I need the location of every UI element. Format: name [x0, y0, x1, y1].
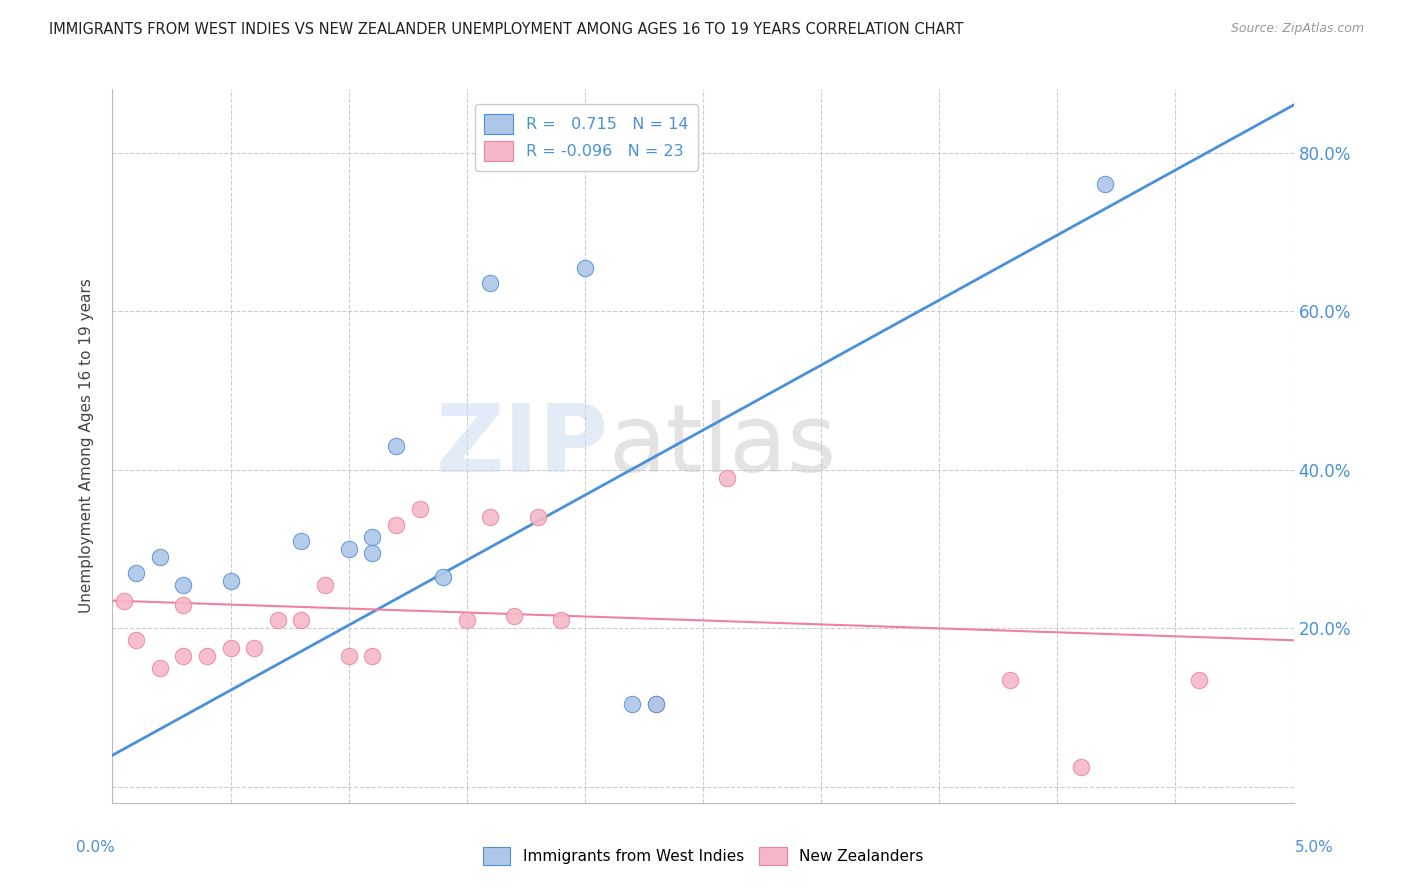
Point: [644, 697, 666, 711]
Point: [125, 633, 148, 648]
Point: [337, 649, 360, 664]
Point: [1188, 673, 1211, 687]
Point: [550, 614, 572, 628]
Point: [479, 510, 502, 524]
Point: [716, 471, 738, 485]
Point: [290, 614, 312, 628]
Point: [998, 673, 1021, 687]
Point: [1070, 760, 1092, 774]
Point: [219, 641, 242, 656]
Point: [112, 593, 135, 607]
Point: [172, 578, 194, 592]
Point: [314, 578, 336, 592]
Point: [408, 502, 430, 516]
Point: [644, 697, 666, 711]
Point: [361, 546, 384, 560]
Point: [219, 574, 242, 588]
Point: [432, 570, 454, 584]
Y-axis label: Unemployment Among Ages 16 to 19 years: Unemployment Among Ages 16 to 19 years: [79, 278, 94, 614]
Legend: Immigrants from West Indies, New Zealanders: Immigrants from West Indies, New Zealand…: [477, 841, 929, 871]
Text: atlas: atlas: [609, 400, 837, 492]
Point: [385, 518, 408, 533]
Point: [149, 549, 172, 564]
Point: [149, 661, 172, 675]
Point: [195, 649, 218, 664]
Point: [243, 641, 266, 656]
Point: [172, 649, 194, 664]
Point: [479, 277, 502, 291]
Point: [526, 510, 548, 524]
Point: [1094, 178, 1116, 192]
Point: [337, 542, 360, 557]
Legend: R =   0.715   N = 14, R = -0.096   N = 23: R = 0.715 N = 14, R = -0.096 N = 23: [475, 104, 697, 171]
Point: [621, 697, 644, 711]
Point: [361, 649, 384, 664]
Point: [172, 598, 194, 612]
Text: 5.0%: 5.0%: [1295, 840, 1334, 855]
Text: Source: ZipAtlas.com: Source: ZipAtlas.com: [1230, 22, 1364, 36]
Point: [125, 566, 148, 580]
Point: [290, 534, 312, 549]
Text: ZIP: ZIP: [436, 400, 609, 492]
Point: [574, 260, 596, 275]
Text: IMMIGRANTS FROM WEST INDIES VS NEW ZEALANDER UNEMPLOYMENT AMONG AGES 16 TO 19 YE: IMMIGRANTS FROM WEST INDIES VS NEW ZEALA…: [49, 22, 963, 37]
Point: [361, 530, 384, 544]
Point: [385, 439, 408, 453]
Text: 0.0%: 0.0%: [76, 840, 115, 855]
Point: [267, 614, 290, 628]
Point: [503, 609, 526, 624]
Point: [456, 614, 478, 628]
